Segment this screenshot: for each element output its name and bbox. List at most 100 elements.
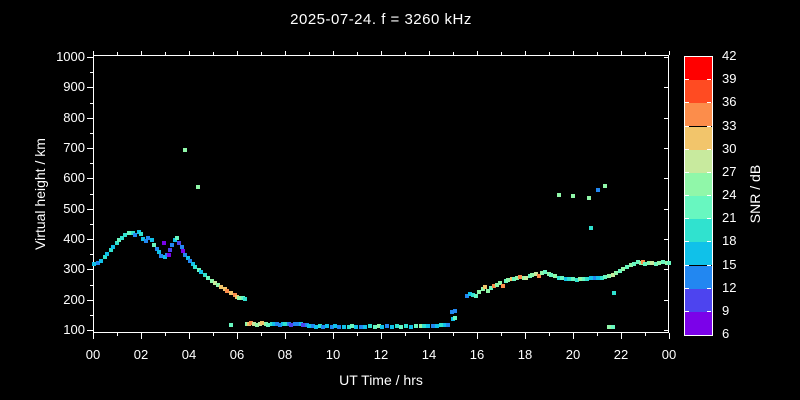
data-point [260, 321, 264, 325]
data-point [141, 237, 145, 241]
data-point [167, 253, 171, 257]
y-major-tick [87, 87, 93, 88]
data-point [607, 325, 611, 329]
colorbar-boundary-tick [685, 126, 689, 127]
colorbar-tick-label: 21 [722, 210, 737, 225]
data-point [537, 274, 541, 278]
x-axis-title: UT Time / hrs [339, 372, 423, 388]
data-point [237, 296, 241, 300]
data-point [506, 278, 510, 282]
data-point [468, 292, 472, 296]
data-point [647, 261, 651, 265]
x-major-tick [621, 333, 622, 339]
data-point [155, 247, 159, 251]
data-point [596, 188, 600, 192]
y-major-tick-right [664, 269, 669, 270]
y-major-tick [87, 118, 93, 119]
data-point [650, 261, 654, 265]
data-point [321, 325, 325, 329]
data-point [117, 238, 121, 242]
data-point [157, 250, 161, 254]
colorbar-segment [685, 103, 712, 127]
x-tick-label: 02 [133, 347, 149, 362]
x-top-tick [621, 51, 622, 55]
x-tick-label: 00 [661, 347, 677, 362]
x-top-tick [597, 52, 598, 55]
data-point [120, 236, 124, 240]
y-major-tick [87, 269, 93, 270]
x-tick-label: 10 [325, 347, 341, 362]
colorbar-tick-label: 9 [722, 303, 730, 318]
data-point [481, 287, 485, 291]
data-point [422, 324, 426, 328]
data-point [311, 324, 315, 328]
data-point [225, 289, 229, 293]
colorbar-tick-label: 15 [722, 257, 737, 272]
data-point [307, 324, 311, 328]
colorbar-tick-label: 24 [722, 187, 737, 202]
data-point [419, 324, 423, 328]
data-point [347, 325, 351, 329]
data-point [163, 255, 167, 259]
data-point [431, 324, 435, 328]
y-minor-tick [90, 254, 93, 255]
colorbar-segment [685, 172, 712, 196]
data-point [103, 255, 107, 259]
colorbar-boundary-tick [707, 265, 711, 266]
x-minor-tick [309, 333, 310, 336]
data-point [414, 324, 418, 328]
data-point [216, 283, 220, 287]
data-point [111, 245, 115, 249]
data-point [152, 243, 156, 247]
colorbar-boundary-tick [707, 126, 711, 127]
colorbar-tick-label: 27 [722, 164, 737, 179]
data-point [196, 185, 200, 189]
data-point [278, 323, 282, 327]
data-point [354, 325, 358, 329]
y-tick-label: 900 [63, 79, 85, 94]
data-point [661, 260, 665, 264]
data-point [603, 275, 607, 279]
data-point [249, 321, 253, 325]
x-top-tick [213, 52, 214, 55]
data-point [530, 273, 534, 277]
y-minor-tick [90, 103, 93, 104]
y-tick-label: 400 [63, 231, 85, 246]
data-point [667, 261, 671, 265]
data-point [657, 261, 661, 265]
data-point [587, 196, 591, 200]
data-point [318, 324, 322, 328]
y-tick-label: 600 [63, 170, 85, 185]
x-major-tick [477, 333, 478, 339]
data-point [252, 322, 256, 326]
colorbar-boundary-tick [685, 288, 689, 289]
colorbar-boundary-tick [685, 241, 689, 242]
data-point [557, 193, 561, 197]
colorbar-segment [685, 242, 712, 266]
y-tick-label: 800 [63, 110, 85, 125]
colorbar-segment [685, 57, 712, 81]
y-major-tick [87, 209, 93, 210]
x-top-tick [237, 51, 238, 55]
data-point [206, 276, 210, 280]
data-point [435, 324, 439, 328]
y-minor-tick [90, 285, 93, 286]
x-major-tick [237, 333, 238, 339]
x-top-tick [549, 52, 550, 55]
data-point [443, 323, 447, 327]
data-point [115, 241, 119, 245]
x-minor-tick [405, 333, 406, 336]
data-point [557, 276, 561, 280]
y-minor-tick [90, 194, 93, 195]
data-point [612, 291, 616, 295]
x-top-tick [381, 51, 382, 55]
chart-title: 2025-07-24. f = 3260 kHz [290, 11, 472, 28]
colorbar-boundary-tick [685, 79, 689, 80]
x-minor-tick [165, 333, 166, 336]
colorbar-boundary-tick [685, 311, 689, 312]
data-point [549, 273, 553, 277]
data-point [123, 233, 127, 237]
x-major-tick [285, 333, 286, 339]
data-point [446, 323, 450, 327]
data-point [213, 281, 217, 285]
